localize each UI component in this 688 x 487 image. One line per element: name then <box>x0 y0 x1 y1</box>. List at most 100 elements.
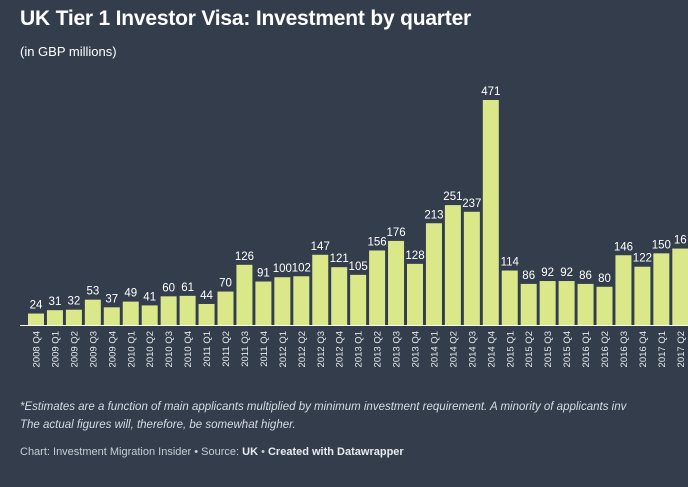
value-label: 105 <box>349 261 368 273</box>
x-tick-label: 2012 Q4 <box>335 331 346 367</box>
value-label: 114 <box>501 257 520 269</box>
x-tick-label: 2014 Q4 <box>486 331 497 367</box>
value-label: 122 <box>633 253 652 265</box>
bar-2016-q1 <box>577 283 594 325</box>
x-tick-label: 2011 Q2 <box>221 331 232 367</box>
note-line-2: The actual figures will, therefore, be s… <box>20 419 296 431</box>
x-tick-label: 2009 Q2 <box>69 331 80 367</box>
bar-2014-q4 <box>482 100 499 325</box>
value-label: 128 <box>405 250 424 262</box>
x-tick-label: 2014 Q1 <box>429 331 440 367</box>
chart-footer: Chart: Investment Migration Insider • So… <box>20 446 404 458</box>
bar-2016-q3 <box>615 255 632 325</box>
value-label: 213 <box>424 209 443 221</box>
x-tick-label: 2010 Q4 <box>183 331 194 367</box>
bar-2011-q4 <box>255 281 272 325</box>
bar-2014-q3 <box>463 211 480 325</box>
x-tick-label: 2010 Q2 <box>145 331 156 367</box>
value-label: 92 <box>560 267 573 279</box>
bar-2010-q4 <box>179 295 196 325</box>
chart-title: UK Tier 1 Investor Visa: Investment by q… <box>20 7 472 30</box>
bar-2017-q2 <box>672 248 688 325</box>
value-label: 86 <box>579 270 592 282</box>
value-label: 31 <box>49 296 62 308</box>
bar-2009-q4 <box>103 307 120 325</box>
x-tick-label: 2008 Q4 <box>32 331 43 367</box>
value-label: 102 <box>292 262 311 274</box>
bar-2016-q2 <box>596 286 613 325</box>
value-label: 44 <box>200 290 213 302</box>
x-tick-label: 2012 Q1 <box>278 331 289 367</box>
x-tick-label: 2015 Q2 <box>524 331 535 367</box>
value-label: 60 <box>162 282 175 294</box>
bar-2009-q1 <box>46 310 63 325</box>
value-label: 150 <box>652 239 671 251</box>
value-label: 471 <box>481 86 500 98</box>
value-label: 156 <box>368 236 387 248</box>
value-label: 100 <box>273 263 292 275</box>
bar-2012-q3 <box>312 254 329 325</box>
value-label: 53 <box>86 286 99 298</box>
x-tick-label: 2012 Q2 <box>297 331 308 367</box>
bar-2011-q1 <box>198 303 215 325</box>
bar-2010-q1 <box>122 301 139 325</box>
bar-2017-q1 <box>653 253 670 325</box>
value-label: 251 <box>443 191 462 203</box>
bar-2010-q2 <box>141 305 158 325</box>
x-tick-label: 2011 Q3 <box>240 331 251 367</box>
value-label: 24 <box>30 300 43 312</box>
value-label: 92 <box>541 267 554 279</box>
x-tick-label: 2017 Q1 <box>657 331 668 367</box>
x-tick-label: 2013 Q2 <box>373 331 384 367</box>
bar-2014-q2 <box>444 205 461 325</box>
x-tick-label: 2016 Q1 <box>581 331 592 367</box>
x-tick-label: 2011 Q4 <box>259 331 270 367</box>
value-label: 91 <box>257 268 270 280</box>
x-tick-label: 2015 Q3 <box>543 331 554 367</box>
bar-2012-q4 <box>331 267 348 325</box>
x-tick-label: 2016 Q4 <box>638 331 649 367</box>
x-tick-label: 2016 Q2 <box>600 331 611 367</box>
x-tick-label: 2013 Q3 <box>392 331 403 367</box>
value-label: 86 <box>522 270 535 282</box>
x-tick-label: 2011 Q1 <box>202 331 213 367</box>
chart-subtitle: (in GBP millions) <box>20 44 117 59</box>
value-label: 70 <box>219 278 232 290</box>
x-tick-label: 2010 Q3 <box>164 331 175 367</box>
x-tick-label: 2016 Q3 <box>619 331 630 367</box>
footer-source[interactable]: UK <box>242 446 259 458</box>
x-tick-label: 2014 Q2 <box>448 331 459 367</box>
x-tick-label: 2015 Q4 <box>562 331 573 367</box>
bar-2008-q4 <box>28 313 44 325</box>
x-tick-label: 2012 Q3 <box>316 331 327 367</box>
note-line-1: *Estimates are a function of main applic… <box>20 401 627 413</box>
value-label: 80 <box>598 273 611 285</box>
bar-2014-q1 <box>425 223 442 325</box>
bar-2013-q2 <box>369 250 386 325</box>
footer-separator: • <box>258 446 268 458</box>
footer-prefix: Chart: Investment Migration Insider • So… <box>20 446 243 458</box>
value-label: 16 <box>674 235 687 247</box>
value-label: 61 <box>181 282 194 294</box>
x-tick-label: 2013 Q4 <box>411 331 422 367</box>
bar-2015-q3 <box>539 281 556 325</box>
value-label: 41 <box>143 291 156 303</box>
bar-2009-q2 <box>65 309 82 325</box>
bar-2013-q3 <box>388 240 405 325</box>
x-tick-label: 2014 Q3 <box>467 331 478 367</box>
value-label: 126 <box>235 251 254 263</box>
bar-2013-q4 <box>407 263 423 325</box>
x-tick-label: 2017 Q2 <box>676 331 687 367</box>
value-label: 32 <box>68 296 81 308</box>
value-label: 121 <box>330 253 349 265</box>
value-label: 37 <box>105 293 118 305</box>
x-tick-label: 2009 Q3 <box>88 331 99 367</box>
bar-2010-q3 <box>160 296 177 325</box>
chart-notes: *Estimates are a function of main applic… <box>20 398 688 434</box>
bar-2016-q4 <box>634 266 651 325</box>
bar-2012-q1 <box>274 277 291 325</box>
x-tick-label: 2013 Q1 <box>354 331 365 367</box>
footer-credit[interactable]: Created with Datawrapper <box>267 446 404 458</box>
x-tick-label: 2009 Q4 <box>107 331 118 367</box>
